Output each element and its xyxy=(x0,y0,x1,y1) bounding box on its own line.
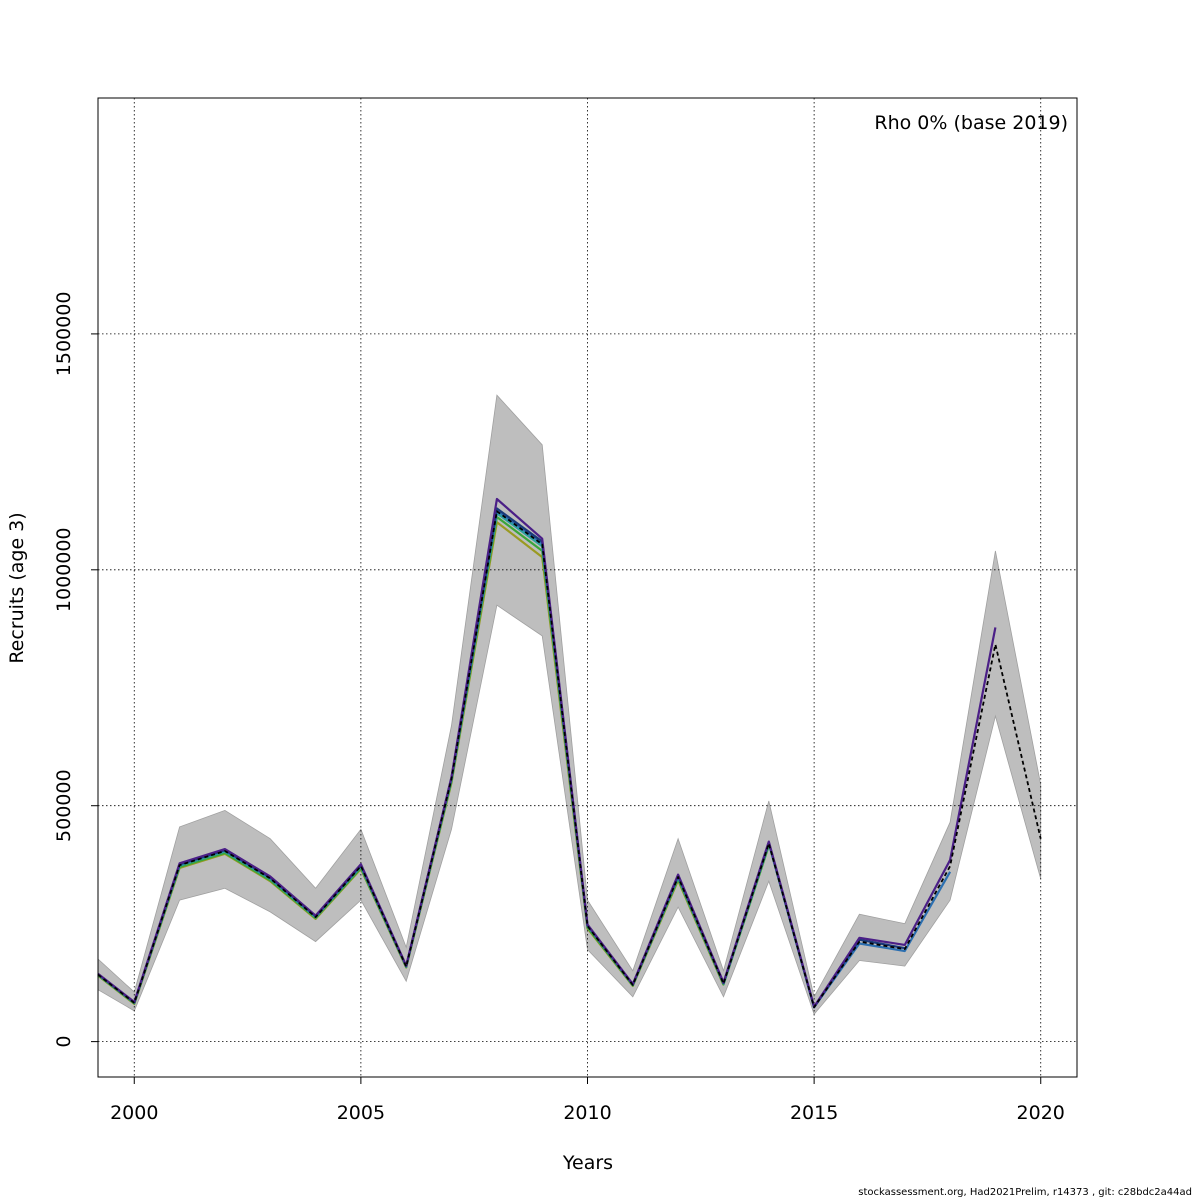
x-tick-label: 2010 xyxy=(563,1102,611,1124)
series-line-peel-5-2014- xyxy=(97,515,770,1005)
series-layer xyxy=(97,497,1042,1009)
x-tick-label: 2000 xyxy=(110,1102,158,1124)
y-tick-label: 0 xyxy=(53,1036,75,1048)
x-tick-label: 2005 xyxy=(337,1102,385,1124)
x-axis-label: Years xyxy=(562,1152,613,1174)
confidence-band-layer xyxy=(97,394,1042,1015)
x-tick-label: 2015 xyxy=(790,1102,838,1124)
y-tick-label: 1500000 xyxy=(53,292,75,377)
grid-layer xyxy=(98,98,1077,1077)
y-tick-label: 500000 xyxy=(53,769,75,842)
series-line-base-2019 xyxy=(97,510,1042,1009)
y-axis-label: Recruits (age 3) xyxy=(6,512,28,663)
x-tick-label: 2020 xyxy=(1017,1102,1065,1124)
axis-layer: 2000 2005 2010 2015 2020 0 500000 1000000 150000… xyxy=(53,292,1065,1124)
y-tick-label: 1000000 xyxy=(53,527,75,612)
legend-text: Rho 0% (base 2019) xyxy=(874,112,1068,134)
confidence-band xyxy=(97,394,1042,1015)
footer-credit: stockassessment.org, Had2021Prelim, r143… xyxy=(858,1187,1192,1198)
plot-frame xyxy=(97,97,1078,1078)
series-line-peel-1-2018- xyxy=(97,497,997,1008)
